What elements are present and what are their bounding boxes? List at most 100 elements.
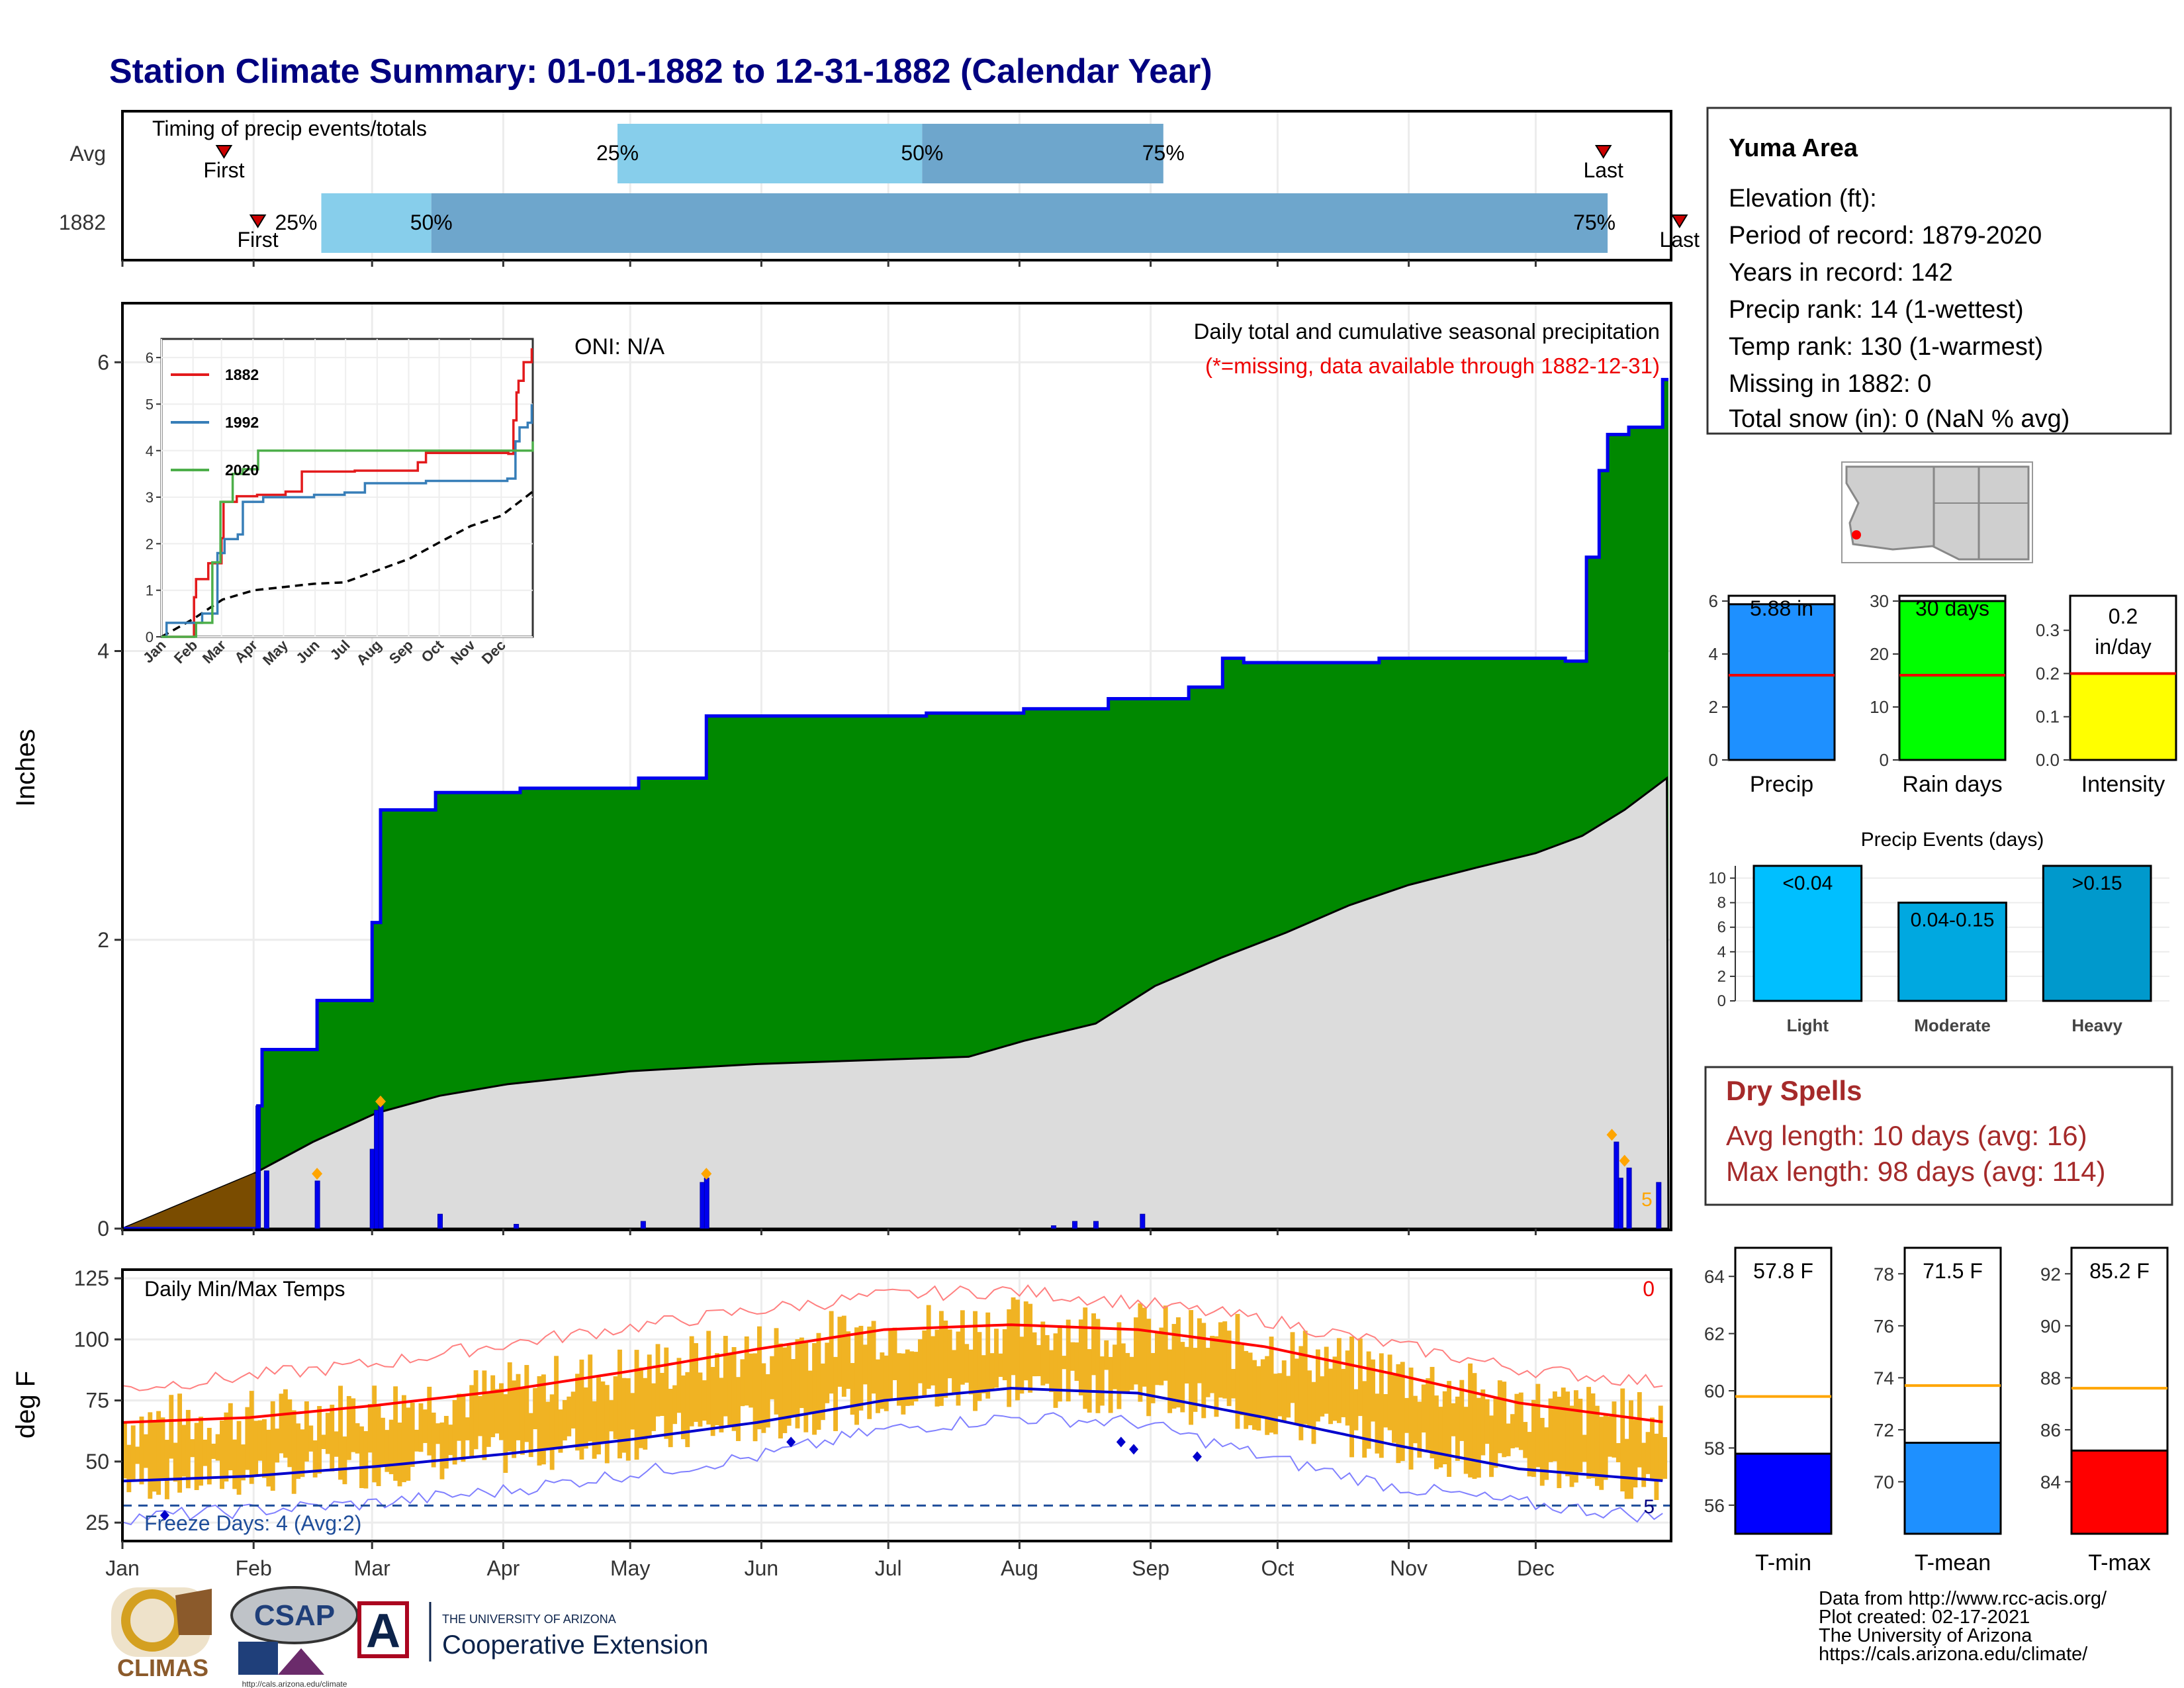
daily-temp-bar [998, 1353, 1003, 1377]
daily-temp-bar [1455, 1396, 1460, 1461]
daily-temp-bar [486, 1393, 491, 1447]
daily-temp-bar [1273, 1374, 1278, 1434]
daily-temp-bar [1222, 1321, 1228, 1399]
daily-temp-bar [1155, 1331, 1160, 1385]
event-bar-label: >0.15 [2072, 872, 2122, 894]
daily-temp-bar [1345, 1350, 1350, 1426]
precip-missing-note: (*=missing, data available through 1882-… [1205, 353, 1660, 378]
timing-row-avg-label: Avg [69, 142, 106, 165]
daily-temp-bar [1150, 1352, 1156, 1403]
daily-temp-bar [1654, 1433, 1659, 1500]
daily-temp-bar [765, 1374, 770, 1428]
daily-temp-bar [367, 1403, 373, 1453]
daily-temp-bar [1438, 1407, 1443, 1468]
temp-bar-chart-t-mean: 70 72 74 76 78 71.5 F T-mean [1874, 1246, 2002, 1575]
daily-temp-bar [304, 1401, 309, 1462]
daily-temp-bar [160, 1417, 165, 1481]
credit-line: https://cals.arizona.edu/climate/ [1819, 1644, 2088, 1665]
freeze-days-label: Freeze Days: 4 (Avg:2) [144, 1511, 361, 1535]
daily-temp-bar [190, 1439, 195, 1458]
daily-precip-bar [1656, 1182, 1662, 1229]
daily-temp-bar [1281, 1360, 1287, 1421]
timing-p75-label: 75% [1573, 211, 1615, 234]
daily-temp-bar [211, 1443, 216, 1459]
daily-temp-bar [1353, 1389, 1359, 1430]
daily-temp-bar [1210, 1336, 1215, 1393]
daily-temp-bar [1099, 1356, 1105, 1406]
daily-temp-bar [1582, 1434, 1587, 1462]
daily-temp-bar [1544, 1427, 1549, 1480]
daily-temp-bar [1476, 1397, 1481, 1478]
daily-temp-bar [643, 1378, 648, 1450]
daily-temp-bar [947, 1329, 952, 1379]
daily-temp-bar [812, 1342, 817, 1435]
daily-temp-bar [922, 1330, 927, 1396]
avg-cumulative-area [122, 776, 1670, 1230]
dry-spells-avg: Avg length: 10 days (avg: 16) [1726, 1120, 2087, 1151]
daily-temp-bar [1447, 1381, 1452, 1477]
daily-temp-bar [287, 1399, 293, 1468]
daily-temp-bar [1290, 1332, 1295, 1403]
daily-temp-bar [1430, 1366, 1435, 1459]
daily-temp-bar [698, 1372, 703, 1427]
daily-temp-bar [752, 1353, 758, 1442]
daily-temp-bar [934, 1329, 940, 1407]
daily-temp-bar [427, 1386, 432, 1456]
daily-precip-bar [1617, 1178, 1623, 1229]
daily-temp-bar [1129, 1356, 1134, 1390]
daily-temp-bar [913, 1352, 919, 1402]
events-ytick-label: 10 [1708, 870, 1726, 888]
daily-temp-bar [1104, 1340, 1109, 1370]
credit-line: The University of Arizona [1819, 1625, 2032, 1646]
inset-ytick-label: 5 [146, 396, 154, 412]
normal-min-line [122, 1387, 1663, 1483]
daily-precip-bar [1140, 1213, 1146, 1229]
daily-temp-bar [1366, 1351, 1371, 1449]
daily-temp-bar [625, 1378, 631, 1461]
daily-temp-bar [524, 1365, 529, 1442]
daily-temp-bar [710, 1367, 715, 1436]
daily-temp-bar [139, 1416, 144, 1485]
daily-temp-bar [1426, 1378, 1431, 1450]
temp-bar-ytick-label: 92 [2040, 1264, 2061, 1284]
daily-temp-bar [1062, 1356, 1067, 1370]
daily-temp-bar [876, 1359, 880, 1413]
daily-temp-bar [279, 1393, 284, 1454]
daily-temp-bar [825, 1342, 830, 1403]
daily-temp-bar [1074, 1342, 1079, 1382]
precip-missing-count: 5 [1641, 1189, 1653, 1211]
daily-precip-bar [1051, 1225, 1057, 1229]
daily-temp-bar [1066, 1319, 1071, 1402]
daily-temp-bar [351, 1398, 356, 1452]
daily-temp-bar [1641, 1442, 1647, 1487]
station-line: Temp rank: 130 (1-warmest) [1729, 333, 2043, 361]
daily-temp-bar [300, 1429, 305, 1477]
temp-bar-ytick-label: 62 [1704, 1324, 1725, 1344]
daily-temp-bar [867, 1327, 872, 1419]
daily-temp-bar [181, 1425, 187, 1477]
month-label: Jun [745, 1556, 779, 1580]
dry-spells-box: Dry Spells Avg length: 10 days (avg: 16)… [1704, 1066, 2173, 1206]
daily-temp-bar [443, 1415, 449, 1469]
daily-temp-bar [791, 1359, 796, 1416]
extreme-event-marker [1619, 1154, 1630, 1167]
daily-temp-bar [342, 1436, 347, 1485]
month-label: Apr [487, 1556, 520, 1580]
daily-temp-bar [639, 1367, 643, 1448]
daily-temp-bar [1256, 1366, 1261, 1431]
inset-legend-label: 2020 [225, 461, 259, 479]
daily-temp-bar [1531, 1399, 1536, 1477]
daily-temp-bar [1125, 1352, 1130, 1393]
daily-precip-bar [378, 1105, 384, 1229]
daily-temp-bar [528, 1413, 533, 1458]
daily-temp-bar [968, 1349, 974, 1395]
inset-ytick-label: 0 [146, 629, 154, 645]
station-line: Missing in 1882: 0 [1729, 370, 1931, 398]
daily-temp-bar [1341, 1368, 1346, 1417]
event-bar [2042, 865, 2152, 1002]
daily-temp-bar [1002, 1329, 1007, 1381]
daily-temp-bar [892, 1327, 897, 1380]
daily-temp-bar [1624, 1438, 1629, 1499]
daily-temp-bar [956, 1331, 961, 1406]
mini-bar-ytick-label: 2 [1709, 697, 1718, 717]
